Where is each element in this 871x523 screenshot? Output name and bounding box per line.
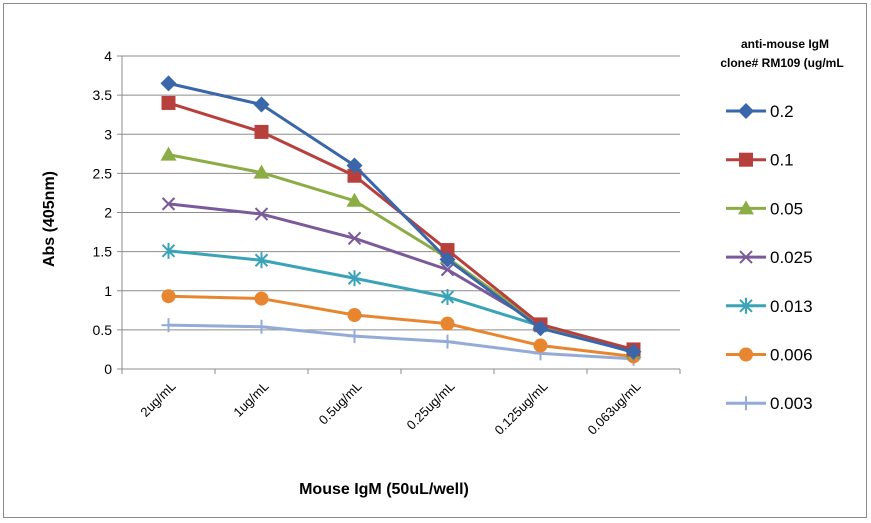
y-tick-label: 2.5: [93, 165, 113, 181]
data-point: [254, 207, 269, 221]
series-line: [168, 294, 634, 358]
series-line: [168, 202, 634, 353]
x-tick-label: 0.125ug/mL: [491, 379, 550, 438]
legend-label: 0.2: [770, 102, 794, 121]
data-point: [625, 343, 642, 360]
legend-label: 0.025: [770, 248, 813, 267]
legend-label: 0.003: [770, 394, 813, 413]
marker-stroke: [347, 231, 362, 246]
series-0.2: [160, 75, 642, 360]
legend-label: 0.05: [770, 199, 803, 218]
series-0.006: [161, 289, 641, 364]
data-point: [346, 192, 363, 207]
data-point: [347, 168, 362, 183]
marker-stroke: [254, 207, 269, 221]
data-point: [254, 252, 269, 269]
legend-entry-0.006: 0.006: [726, 346, 813, 365]
data-point: [347, 231, 362, 246]
legend-marker: [738, 200, 754, 215]
data-point: [440, 334, 455, 349]
data-point: [254, 124, 269, 139]
data-point: [161, 318, 176, 333]
marker-stroke: [739, 250, 753, 264]
legend-entry-0.013: 0.013: [726, 297, 813, 316]
series-line: [168, 81, 634, 354]
data-point: [160, 75, 177, 92]
line-chart: 0 0.5 1 1.5 2 2.5 3 3.5 4 2ug/mL 1ug/mL 0.5ug/mL 0.…: [41, 37, 844, 498]
data-point: [440, 262, 455, 277]
legend-entry-0.1: 0.1: [726, 151, 794, 170]
x-axis-label: Mouse IgM (50uL/well): [299, 481, 469, 498]
y-axis-ticks: 0 0.5 1 1.5 2 2.5 3 3.5 4: [93, 48, 113, 377]
data-point: [347, 308, 362, 323]
series-0.003: [161, 318, 641, 366]
data-point: [253, 96, 270, 113]
chart-frame: 0 0.5 1 1.5 2 2.5 3 3.5 4 2ug/mL 1ug/mL 0.5ug/mL 0.…: [3, 3, 867, 518]
y-tick-label: 4: [104, 48, 112, 64]
legend-marker: [739, 152, 753, 167]
data-point: [160, 146, 177, 161]
marker-stroke: [440, 262, 455, 277]
data-point: [253, 164, 270, 179]
y-tick-label: 1.5: [93, 244, 113, 260]
data-point: [440, 316, 455, 331]
legend-marker: [739, 347, 753, 362]
data-point: [347, 270, 362, 287]
y-axis-label: Abs (405nm): [41, 171, 58, 267]
data-point: [532, 320, 549, 337]
legend-title-line-2: clone# RM109 (ug/mL: [720, 56, 843, 70]
data-point: [347, 329, 362, 344]
series-group: [160, 75, 642, 366]
x-tick-label: 0.063ug/mL: [584, 379, 643, 438]
series-0.1: [161, 95, 641, 357]
data-point: [439, 251, 456, 268]
data-point: [161, 197, 176, 211]
series-line: [168, 101, 634, 351]
data-point: [533, 338, 548, 353]
legend: 0.2 0.1 0.05 0.025 0.013 0.006 0.003: [726, 102, 813, 413]
legend-label: 0.006: [770, 346, 813, 365]
y-tick-label: 3.5: [93, 87, 113, 103]
y-tick-label: 0: [104, 361, 112, 377]
x-tick-label: 1ug/mL: [230, 379, 271, 420]
series-0.013: [161, 242, 641, 361]
legend-entry-0.003: 0.003: [726, 394, 813, 413]
x-tick-label: 2ug/mL: [137, 379, 178, 420]
legend-entry-0.05: 0.05: [726, 199, 803, 218]
series-line: [168, 323, 634, 361]
data-point: [440, 289, 455, 306]
data-point: [346, 157, 363, 174]
x-tick-label: 0.5ug/mL: [316, 379, 365, 428]
legend-label: 0.1: [770, 151, 794, 170]
legend-label: 0.013: [770, 297, 813, 316]
data-point: [440, 243, 455, 258]
legend-marker: [739, 396, 753, 411]
legend-marker: [739, 297, 753, 314]
data-point: [254, 319, 269, 334]
y-tick-label: 2: [104, 205, 112, 221]
marker-stroke: [161, 197, 176, 211]
legend-marker: [739, 250, 753, 264]
data-point: [161, 289, 176, 304]
y-tick-label: 0.5: [93, 322, 113, 338]
x-axis-ticks: 2ug/mL 1ug/mL 0.5ug/mL 0.25ug/mL 0.125ug/mL 0…: [137, 379, 643, 438]
legend-entry-0.2: 0.2: [726, 102, 794, 121]
legend-title-line-1: anti-mouse IgM: [741, 37, 829, 51]
series-line: [168, 249, 634, 355]
data-point: [161, 242, 176, 259]
x-tick-label: 0.25ug/mL: [404, 379, 458, 433]
legend-marker: [738, 103, 754, 119]
y-tick-label: 1: [104, 283, 112, 299]
data-point: [254, 291, 269, 306]
y-tick-label: 3: [104, 126, 112, 142]
legend-entry-0.025: 0.025: [726, 248, 813, 267]
data-point: [161, 95, 176, 110]
